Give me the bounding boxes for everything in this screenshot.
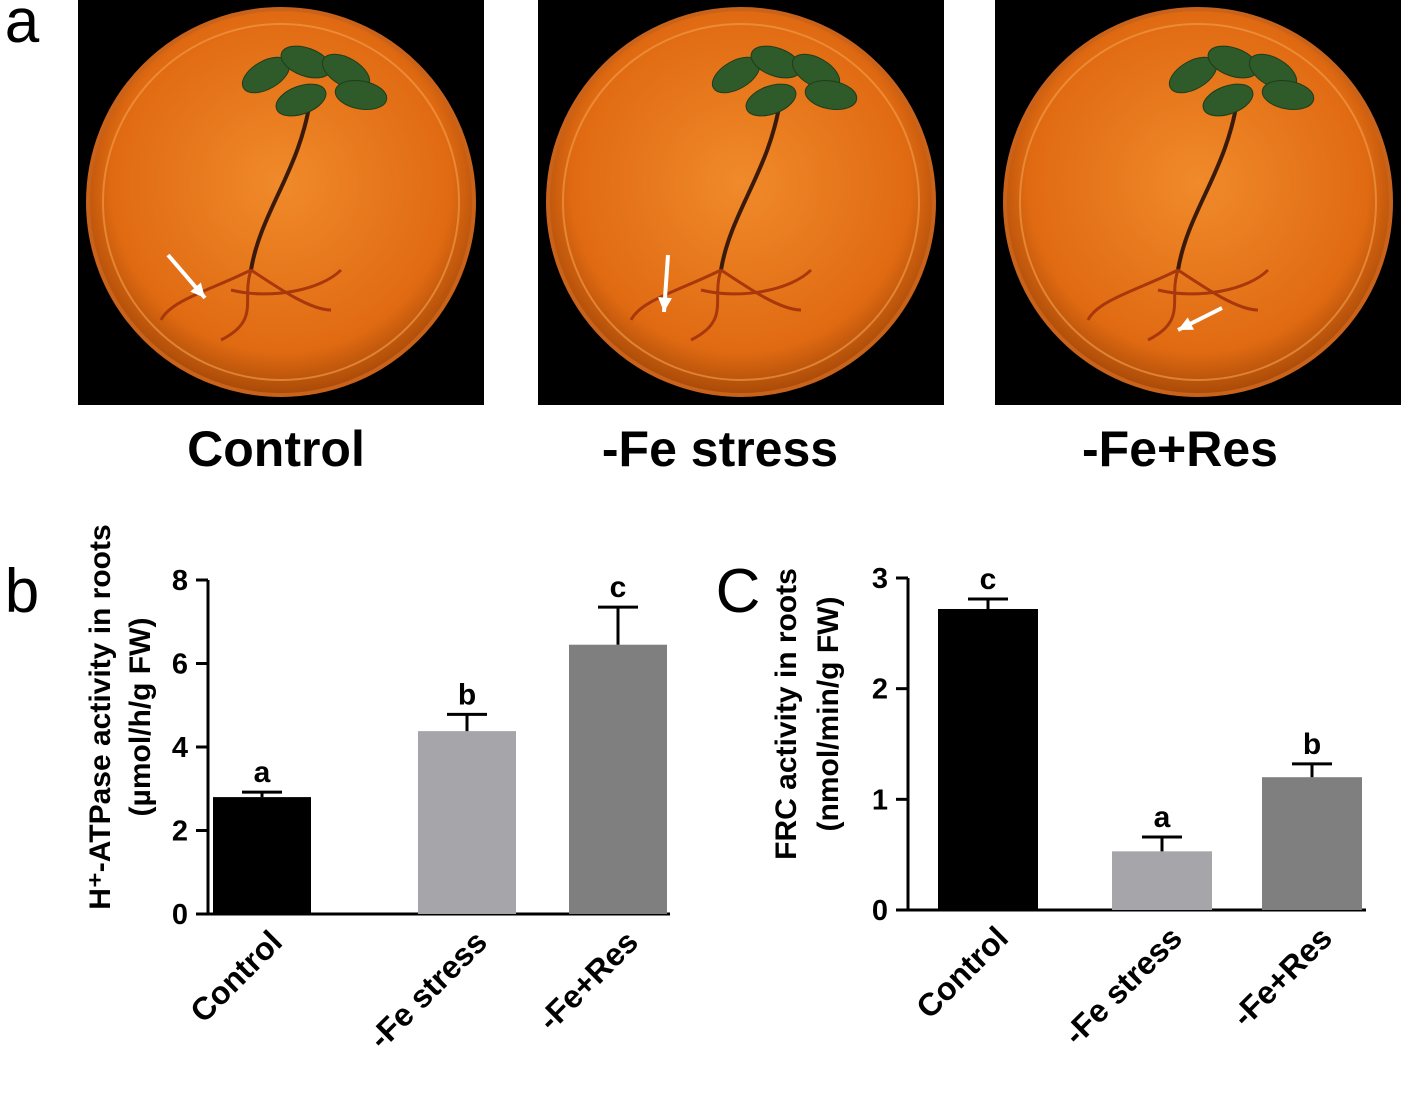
significance-letter: c [980,563,997,596]
leaf [1261,79,1315,111]
petri-rim [562,23,920,381]
significance-letter: c [610,571,627,604]
x-tick-label: Control [909,919,1015,1025]
significance-letter: b [458,678,476,711]
y-tick-label: 3 [872,563,888,595]
bar [938,608,1038,910]
bar [1262,777,1362,910]
photo-caption: -Fe+Res [1082,421,1278,477]
roots [1086,268,1270,342]
leaf [1202,83,1254,117]
photo-row [78,0,1401,405]
x-tick-label: Control [183,923,289,1029]
arrow-head [658,297,672,312]
y-axis-label: (nmol/min/g FW) [812,597,845,832]
roots [159,268,343,342]
x-tick-label: -Fe+Res [1225,919,1339,1033]
arrow-head [1178,317,1194,330]
y-tick-label: 6 [172,649,188,681]
stem [249,94,313,271]
bar [213,797,311,914]
arrow-head [190,282,205,298]
bar [418,731,516,914]
petri-rim [102,23,460,381]
leaf [275,83,327,117]
panel-label: C [716,557,761,626]
significance-letter: b [1303,728,1321,761]
y-axis-label: H⁺-ATPase activity in roots [84,524,117,909]
bar [569,644,667,914]
bar [1112,851,1212,910]
y-tick-label: 8 [172,565,188,597]
x-tick-label: -Fe stress [362,923,494,1055]
y-tick-label: 0 [172,899,188,931]
y-tick-label: 0 [872,895,888,927]
significance-letter: a [1154,801,1171,834]
photo-caption: Control [187,421,365,477]
panel-label: a [5,0,40,56]
photo-caption: -Fe stress [602,421,838,477]
x-tick-label: -Fe+Res [531,923,645,1037]
y-tick-label: 2 [872,674,888,706]
x-tick-label: -Fe stress [1057,919,1189,1051]
y-axis-label: (µmol/h/g FW) [124,618,157,817]
petri-rim [1019,23,1377,381]
stem [1176,94,1240,271]
leaf [334,79,388,111]
y-tick-label: 4 [172,732,188,764]
y-axis-label: FRC activity in roots [770,568,803,860]
y-tick-label: 1 [872,784,888,816]
panel-label: b [5,557,39,626]
y-tick-label: 2 [172,816,188,848]
leaf [804,79,858,111]
stem [719,94,783,271]
significance-letter: a [254,756,271,789]
leaf [745,83,797,117]
